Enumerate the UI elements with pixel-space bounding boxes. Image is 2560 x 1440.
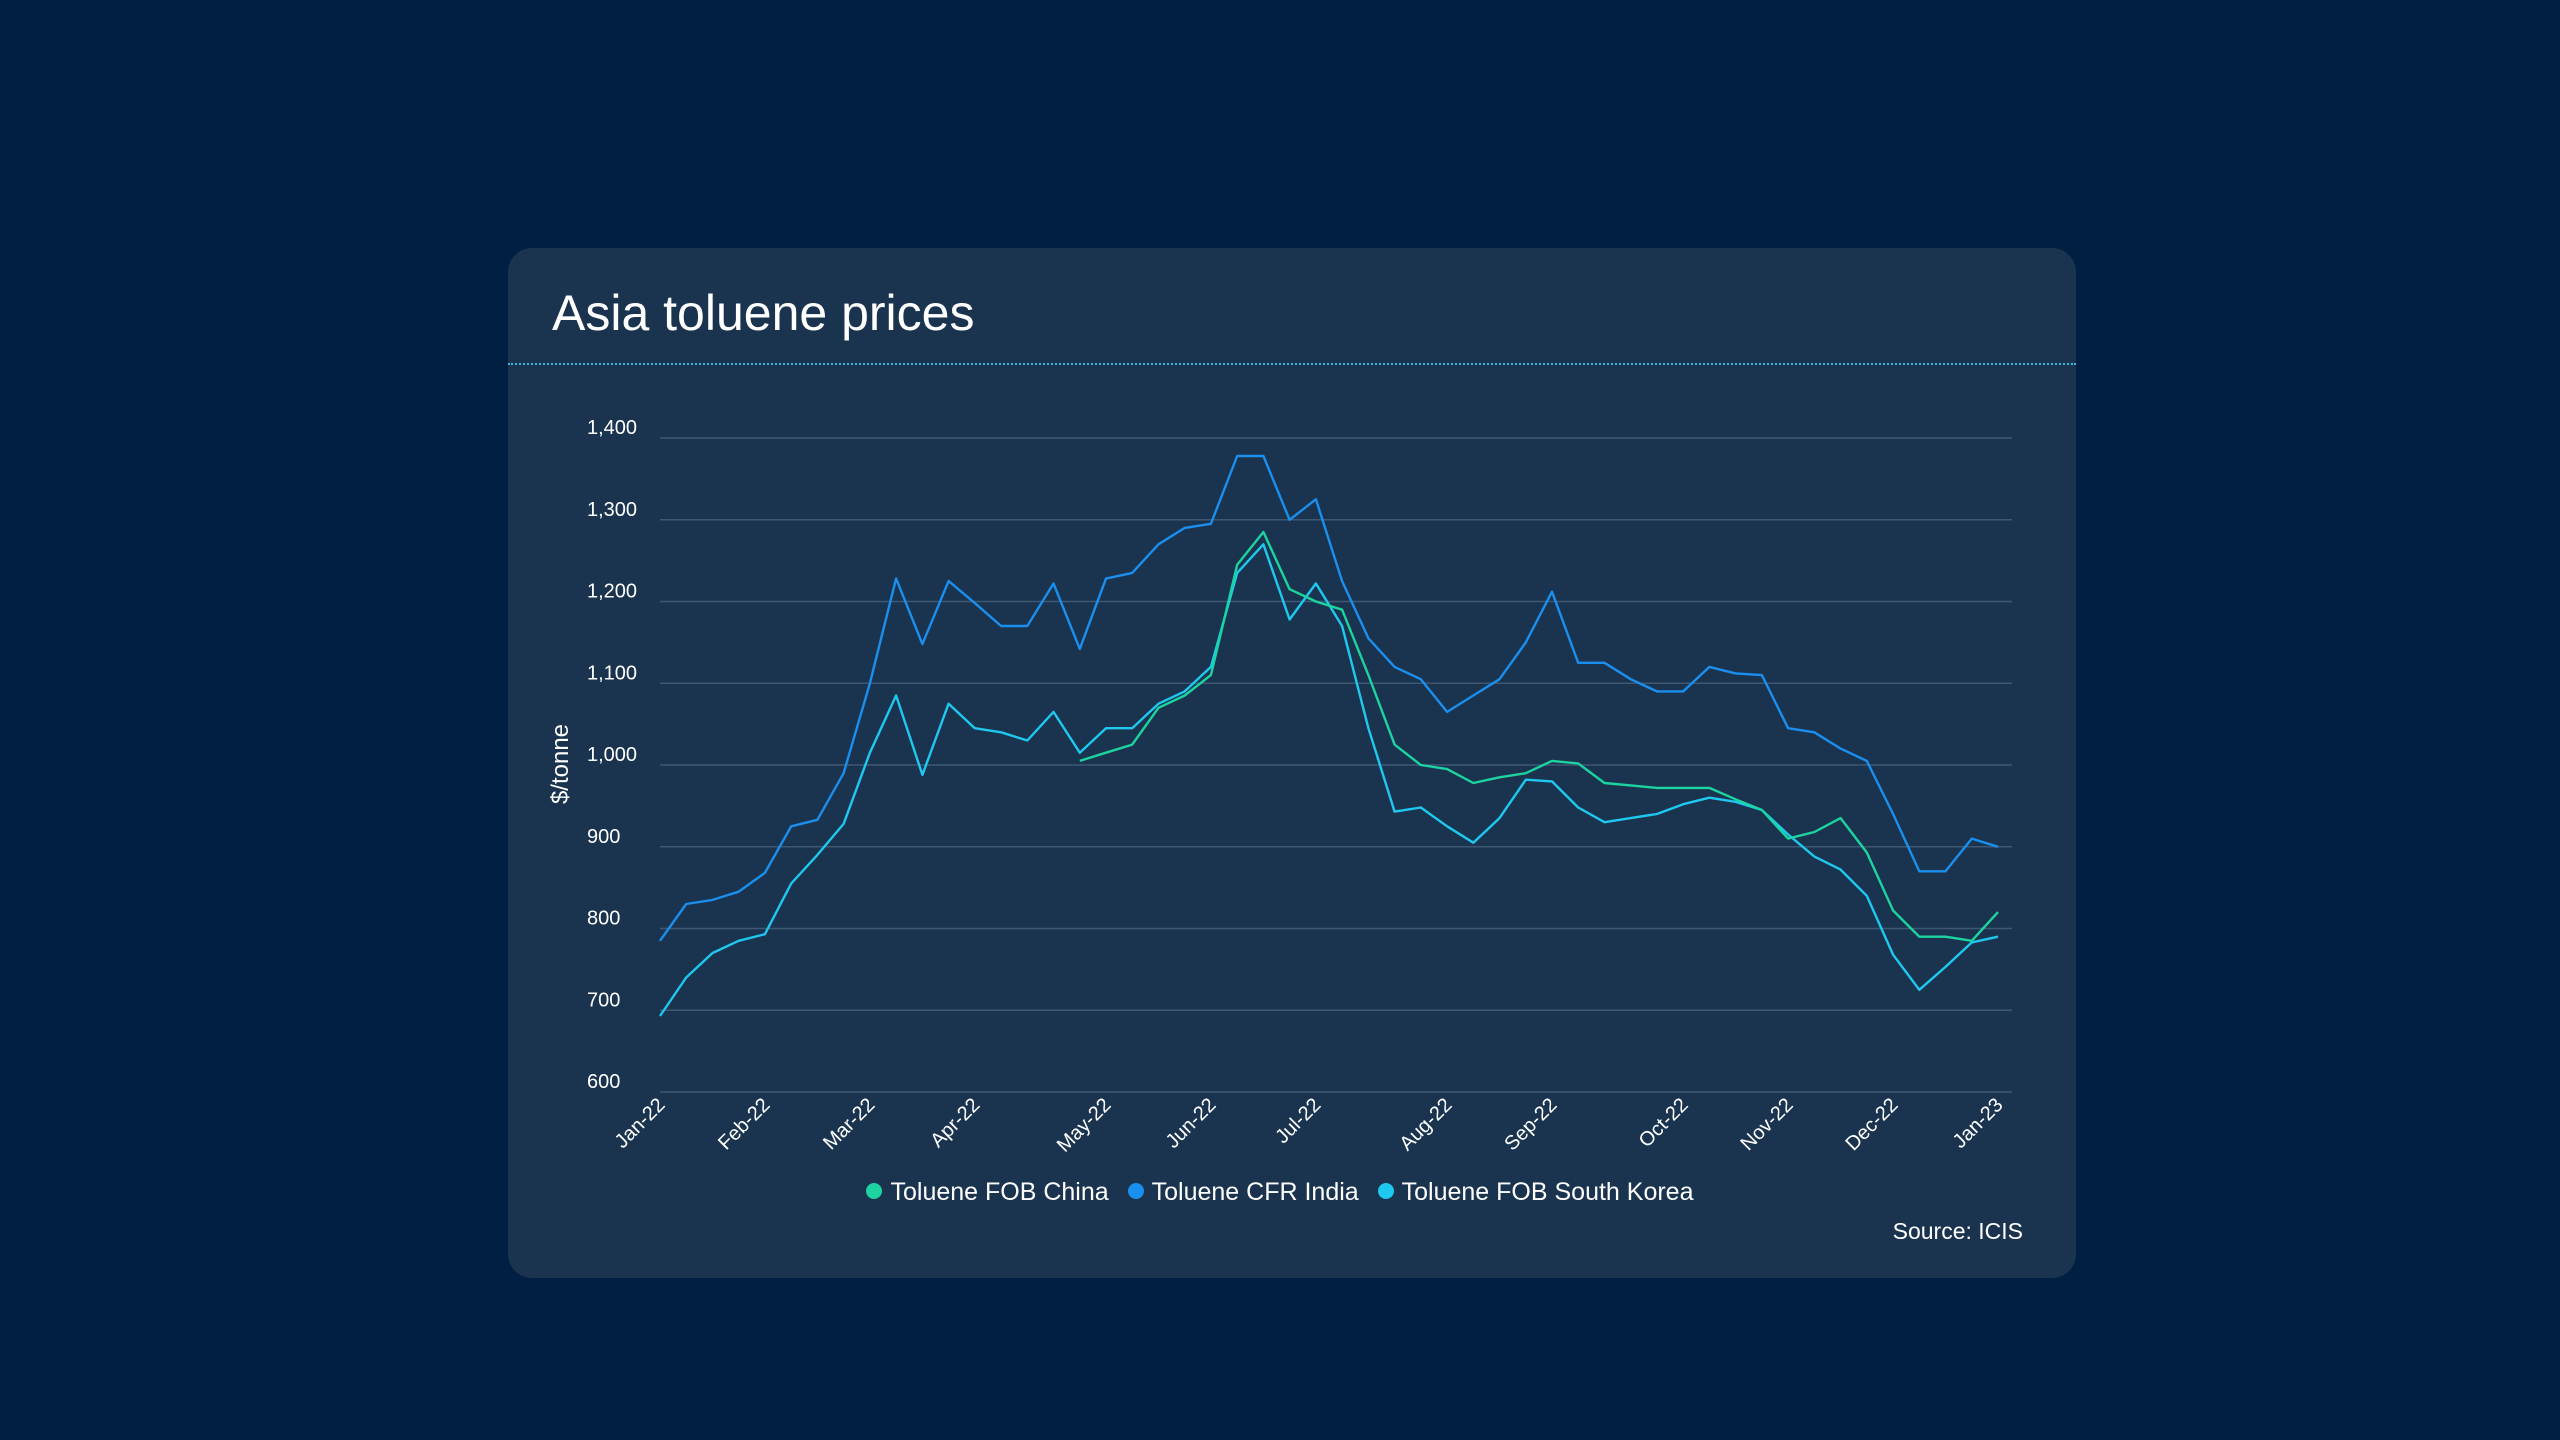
y-tick-label: 1,100 [587,662,637,684]
x-tick-label: May-22 [1053,1094,1116,1157]
x-tick-label: Mar-22 [819,1094,879,1154]
legend-label-india: Toluene CFR India [1151,1178,1359,1206]
grid-lines [660,437,2012,1093]
legend-item-south-korea[interactable]: Toluene FOB South Korea [1377,1178,1694,1207]
series-line-south-korea [659,543,1999,1017]
y-tick-label: 1,200 [587,581,637,603]
y-tick-label: 700 [587,989,620,1011]
legend: Toluene FOB China Toluene CFR India Tolu… [0,1178,2560,1207]
y-axis-title: $/tonne [547,724,574,804]
x-tick-label: Sep-22 [1500,1094,1561,1155]
series-line-china [1079,530,1999,942]
x-tick-label: Nov-22 [1736,1094,1797,1155]
y-tick-label: 900 [587,826,620,848]
legend-label-south-korea: Toluene FOB South Korea [1401,1178,1694,1206]
x-tick-label: Apr-22 [926,1094,984,1152]
legend-item-china[interactable]: Toluene FOB China [866,1178,1109,1207]
x-tick-label: Oct-22 [1635,1094,1693,1152]
x-tick-label: Aug-22 [1395,1094,1456,1155]
legend-label-china: Toluene FOB China [890,1178,1109,1206]
legend-dot-china [866,1183,883,1200]
chart-card: Asia toluene prices [508,248,2076,1278]
series-line-india [659,454,1999,942]
y-tick-label: 600 [587,1071,620,1093]
x-tick-label: Jul-22 [1271,1094,1325,1148]
y-tick-label: 800 [587,908,620,930]
series-lines [659,454,1999,1017]
legend-item-india[interactable]: Toluene CFR India [1127,1178,1359,1207]
x-tick-label: Jan-23 [1949,1094,2008,1153]
x-tick-label: Dec-22 [1841,1094,1902,1155]
source-note: Source: ICIS [1892,1218,2023,1244]
y-tick-label: 1,000 [587,744,637,766]
legend-dot-india [1127,1183,1144,1200]
y-tick-label: 1,300 [587,499,637,521]
y-tick-label: 1,400 [587,417,637,439]
x-tick-label: Jan-22 [611,1094,670,1153]
legend-dot-south-korea [1377,1183,1394,1200]
title-divider [508,363,2076,365]
chart-title: Asia toluene prices [552,285,975,341]
x-tick-label: Jun-22 [1162,1094,1221,1153]
y-tick-labels: 600 700 800 900 1,000 1,100 1,200 1,300 1,400 [587,417,637,1093]
x-tick-labels: Jan-22 Feb-22 Mar-22 Apr-22 May-22 Jun-22 Jul-… [611,1094,2008,1157]
x-tick-label: Feb-22 [714,1094,774,1154]
